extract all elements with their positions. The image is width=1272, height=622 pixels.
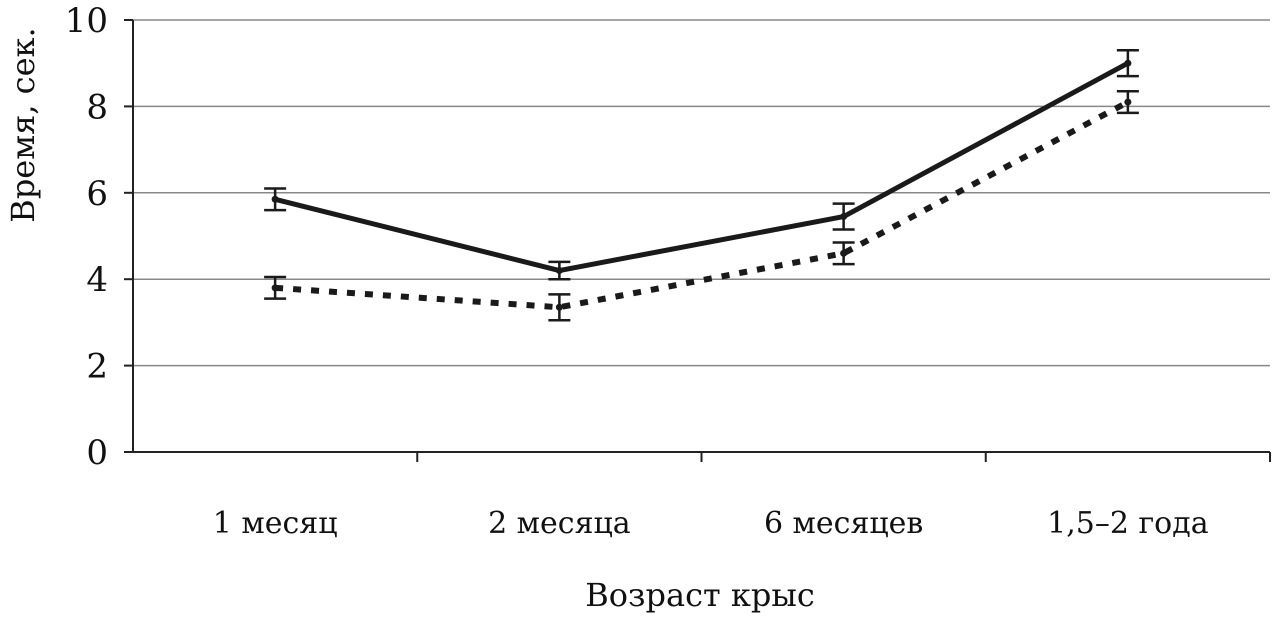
y-tick-label: 0: [86, 433, 108, 473]
data-point: [840, 213, 848, 221]
data-point: [840, 249, 848, 257]
x-tick-label: 1 месяц: [213, 506, 338, 541]
x-tick-label: 1,5–2 года: [1047, 506, 1209, 541]
x-tick-label: 2 месяца: [488, 506, 631, 541]
y-tick-label: 6: [86, 174, 108, 214]
x-tick-labels: 1 месяц 2 месяца 6 месяцев 1,5–2 года: [213, 506, 1209, 541]
series-line: [274, 60, 1130, 274]
y-tick-label: 8: [86, 87, 108, 127]
axes: [124, 19, 1271, 462]
y-tick-labels: 0 2 4 6 8 10: [65, 1, 108, 473]
y-axis-label: Время, сек.: [4, 27, 42, 222]
series-dotted: [264, 90, 1139, 322]
data-point: [271, 284, 279, 292]
series: [264, 48, 1139, 322]
x-axis-label: Возраст крыс: [585, 576, 814, 614]
y-tick-label: 10: [65, 1, 108, 41]
data-point: [555, 267, 563, 275]
grid-lines: [133, 19, 1270, 367]
data-point: [1124, 98, 1132, 106]
y-tick-label: 4: [86, 260, 108, 300]
data-point: [1124, 59, 1132, 67]
y-tick-label: 2: [86, 347, 108, 387]
series-solid: [264, 48, 1139, 281]
data-point: [555, 303, 563, 311]
x-tick-label: 6 месяцев: [764, 506, 923, 541]
data-point: [271, 195, 279, 203]
